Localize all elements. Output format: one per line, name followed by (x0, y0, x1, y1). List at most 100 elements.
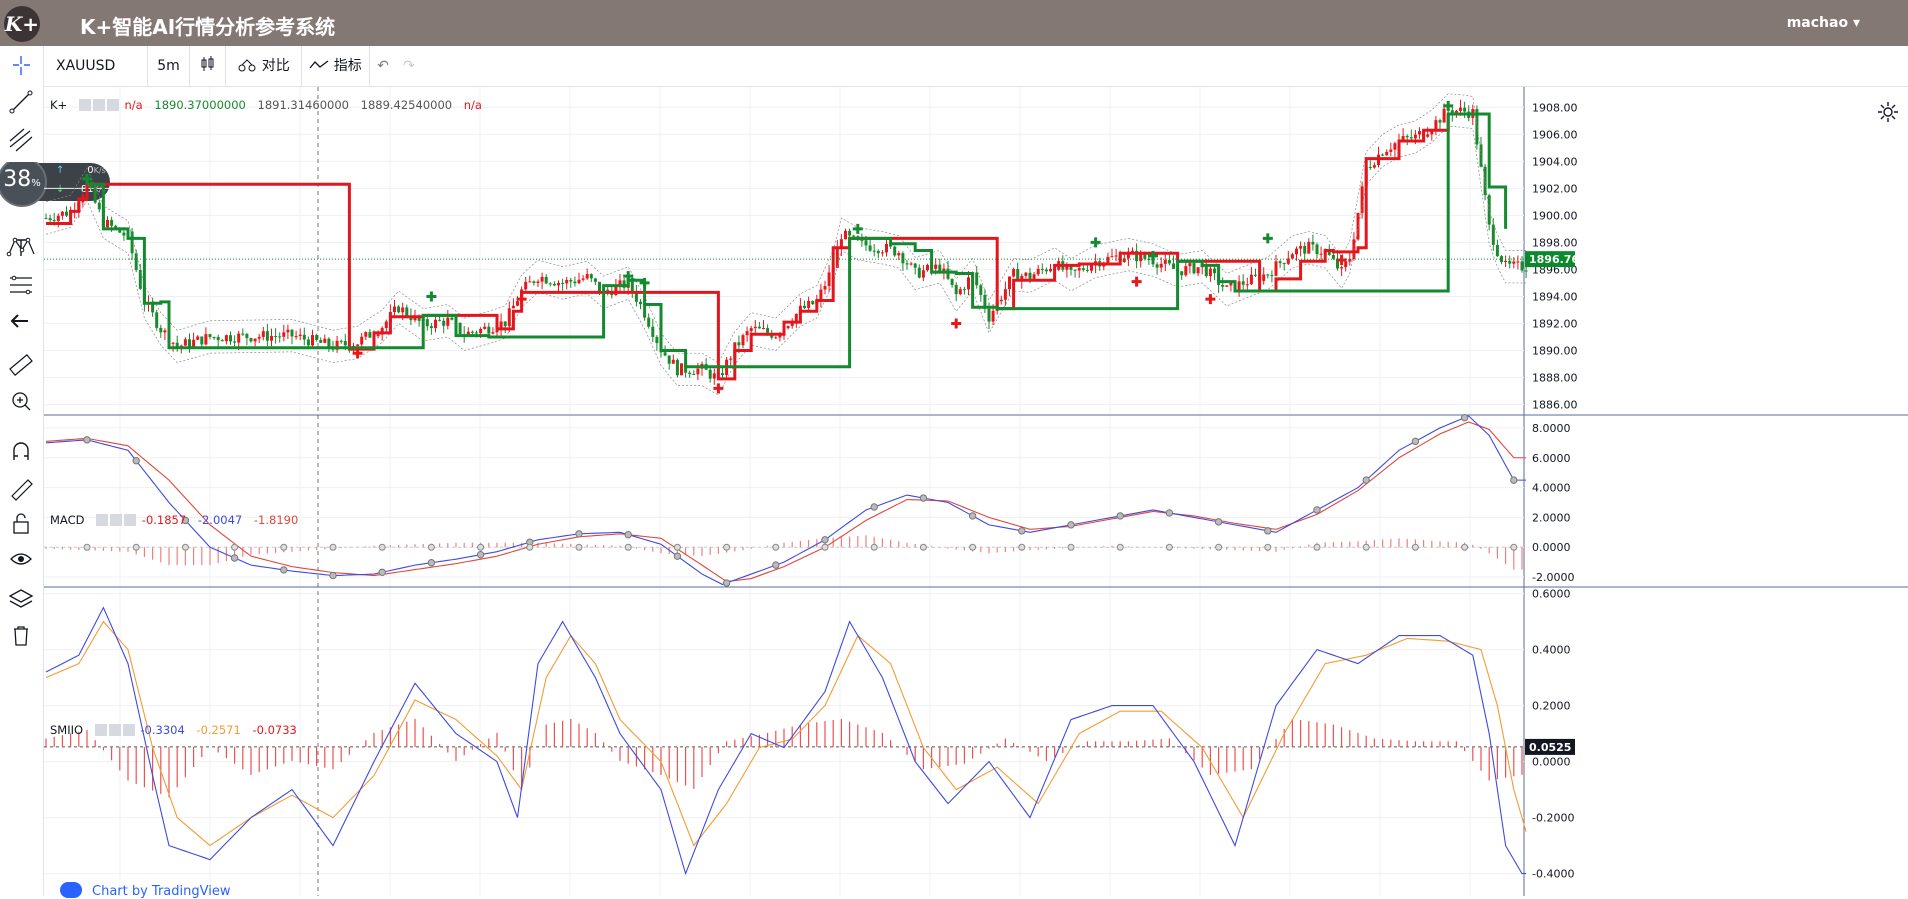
eye-toggle-icon[interactable] (96, 514, 109, 526)
eye-toggle-icon[interactable] (94, 724, 107, 736)
candle (110, 219, 114, 226)
candle (1442, 108, 1446, 123)
eye-icon[interactable] (0, 544, 43, 574)
eye-toggle-icon[interactable] (78, 99, 91, 111)
candle (274, 335, 278, 337)
candle (1405, 136, 1409, 138)
candle (183, 339, 187, 346)
macd-marker (1313, 506, 1321, 514)
upload-arrow-icon: ↑ (56, 165, 65, 176)
candle (671, 359, 675, 364)
macd-zero-marker (575, 543, 583, 551)
close-icon[interactable] (124, 514, 137, 526)
smiio-tick-label: -0.2000 (1532, 812, 1574, 825)
candle (749, 328, 753, 332)
candle (1504, 260, 1508, 263)
macd-zero-marker (427, 543, 435, 551)
close-icon[interactable] (106, 99, 119, 111)
candle (737, 342, 741, 346)
candle (1311, 241, 1315, 245)
candle (327, 338, 331, 347)
main-legend-v5: n/a (463, 98, 482, 112)
candle (1110, 256, 1114, 258)
macd-zero-marker (526, 543, 534, 551)
close-icon[interactable] (122, 724, 135, 736)
main-legend-v3: 1891.31460000 (257, 98, 349, 112)
layers-icon[interactable] (0, 584, 43, 614)
price-tick-label: 1908.00 (1532, 101, 1578, 114)
trash-icon[interactable] (0, 620, 43, 650)
candle (544, 276, 548, 284)
candle (405, 307, 409, 316)
candle (1081, 268, 1085, 270)
candle (216, 337, 220, 341)
candle (844, 230, 847, 240)
candle (1413, 134, 1417, 139)
candle (507, 308, 511, 327)
candle (138, 270, 142, 289)
macd-legend: MACD -0.1857 -2.0047 -1.8190 (50, 513, 306, 527)
chart-type-button[interactable] (190, 46, 226, 86)
candle (967, 277, 970, 290)
symbol-search-button[interactable]: XAUUSD (44, 46, 148, 86)
candle (245, 333, 249, 339)
draw-mode-icon[interactable] (0, 472, 43, 502)
settings-icon[interactable] (108, 724, 121, 736)
undo-button[interactable]: ↶ (370, 46, 396, 86)
watermark: @Antiki... (1715, 832, 1859, 867)
candle (786, 326, 790, 329)
indicators-button[interactable]: 指标 (302, 46, 370, 86)
sell-signal (426, 291, 437, 302)
macd-zero-marker (1313, 543, 1321, 551)
candle (872, 250, 876, 252)
candle (1344, 261, 1348, 268)
candle (1434, 120, 1438, 131)
user-menu[interactable]: machao ▾ (1787, 15, 1860, 31)
ruler-icon[interactable] (0, 350, 43, 380)
indicators-label: 指标 (333, 58, 362, 74)
zoom-in-icon[interactable] (0, 386, 43, 416)
candle (1049, 268, 1052, 272)
macd-signal-line (45, 421, 1527, 583)
pattern-icon[interactable] (0, 232, 43, 262)
settings-icon[interactable] (110, 514, 123, 526)
smiio-legend-v1: -0.3304 (140, 723, 185, 737)
candle (479, 328, 483, 334)
candle (380, 328, 384, 335)
trend-stop-up (46, 114, 1450, 381)
lock-icon[interactable] (0, 508, 43, 538)
candle (401, 307, 405, 313)
candle (1303, 246, 1307, 254)
settings-icon[interactable] (92, 99, 105, 111)
candle (655, 336, 659, 344)
candle (1352, 239, 1356, 259)
candle (1090, 265, 1093, 271)
chart-area[interactable]: 1908.00 1906.00 1904.00 1902.00 1900.00 1898.… (44, 87, 1908, 896)
macd-legend-v2: -2.0047 (197, 513, 243, 527)
candle (1295, 248, 1298, 255)
crosshair-icon[interactable] (0, 50, 43, 80)
candle (593, 278, 597, 282)
macd-zero-marker (1362, 543, 1370, 551)
pane-0-grid (119, 87, 1471, 414)
candle (835, 247, 839, 268)
candle (429, 326, 433, 329)
compare-button[interactable]: 对比 (226, 46, 302, 86)
macd-marker (230, 554, 239, 562)
candle (979, 285, 983, 295)
trend-line-icon[interactable] (0, 87, 43, 117)
price-tick-label: 1894.00 (1532, 290, 1578, 303)
macd-zero-marker (723, 543, 731, 551)
tradingview-link[interactable]: Chart by TradingView (60, 882, 230, 899)
fib-icon[interactable] (0, 270, 43, 300)
settings-gear-icon[interactable] (1876, 100, 1900, 124)
interval-button[interactable]: 5m (148, 46, 190, 86)
macd-zero-marker (821, 543, 829, 551)
pitchfork-icon[interactable] (0, 125, 43, 155)
redo-button[interactable]: ↷ (396, 46, 422, 86)
candle (827, 272, 831, 287)
back-arrow-icon[interactable] (0, 306, 43, 336)
magnet-icon[interactable] (0, 436, 43, 466)
candle (1069, 266, 1073, 270)
candle (1262, 274, 1266, 281)
